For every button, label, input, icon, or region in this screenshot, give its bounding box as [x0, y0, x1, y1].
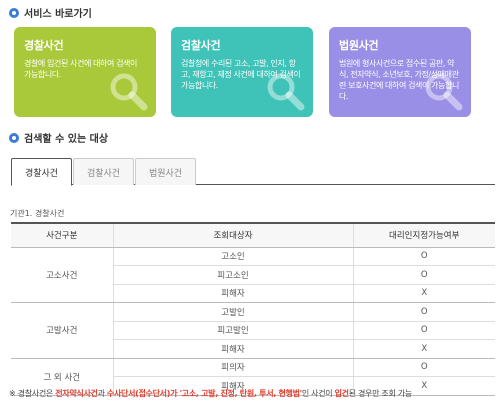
table-row: 고소사건 고소인 O: [11, 247, 495, 303]
target-cell: 피고소인: [112, 265, 353, 285]
tab-court[interactable]: 법원사건: [135, 158, 196, 185]
target-cell: 고소인: [112, 247, 353, 266]
card-description: 경찰에 입건된 사건에 대하여 검색이 가능합니다.: [24, 59, 137, 79]
note-mark: ※: [9, 389, 16, 398]
card-title: 경찰사건: [24, 39, 64, 52]
header-target: 조회대상자: [112, 222, 353, 248]
note-highlight: 입건: [334, 389, 349, 398]
proxy-cell: X: [352, 284, 495, 303]
note-highlight: 전자약식사건: [55, 389, 98, 398]
bullet-icon: [9, 7, 19, 18]
card-prosecution[interactable]: 검찰사건 검찰청에 수리된 고소, 고발, 인지, 항고, 재항고, 재정 사건…: [171, 27, 313, 117]
card-title: 검찰사건: [181, 39, 221, 52]
proxy-cell: O: [352, 358, 495, 377]
card-court[interactable]: 법원사건 법원에 형사사건으로 접수된 공판, 약식, 전자약식, 소년보호, …: [329, 27, 471, 117]
section-title-text: 서비스 바로가기: [24, 9, 92, 20]
table-row: 피해자 X: [11, 284, 495, 303]
card-police[interactable]: 경찰사건 경찰에 입건된 사건에 대하여 검색이 가능합니다.: [14, 27, 156, 117]
footnote: ※ 경찰사건은 전자약식사건과 수사단서(접수단서)가 '고소, 고발, 진정,…: [9, 388, 412, 399]
bullet-icon: [9, 132, 19, 143]
group-label: 고소사건: [11, 247, 113, 303]
magnifier-icon: [110, 73, 148, 111]
table-row: 피해자 X: [11, 339, 495, 359]
tab-police[interactable]: 경찰사건: [11, 158, 72, 186]
table-row: 고발사건 고발인 O: [11, 302, 495, 359]
card-title: 법원사건: [339, 39, 379, 52]
shortcut-cards: 경찰사건 경찰에 입건된 사건에 대하여 검색이 가능합니다. 검찰사건 검찰청…: [14, 27, 494, 119]
case-type-tabs: 경찰사건 검찰사건 법원사건: [11, 158, 495, 186]
table-row: 피고발인 O: [11, 321, 495, 340]
section-title-shortcuts: 서비스 바로가기: [9, 5, 92, 20]
note-text: 된 경우만 조회 가능: [348, 389, 413, 398]
magnifier-icon: [425, 73, 463, 111]
note-text: 인 사건이: [301, 389, 335, 398]
note-text: 과: [97, 389, 107, 398]
proxy-cell: O: [352, 302, 495, 322]
proxy-cell: O: [352, 321, 495, 340]
group-label: 고발사건: [11, 302, 113, 359]
target-cell: 피해자: [112, 376, 353, 396]
target-cell: 피해자: [112, 339, 353, 359]
table-caption: 기관1. 경찰사건: [10, 209, 65, 218]
magnifier-icon: [267, 73, 305, 111]
section-title-searchable: 검색할 수 있는 대상: [9, 130, 108, 145]
searchable-table: 사건구분 조회대상자 대리인지정가능여부 고소사건 고소인 O 피고소인 O 피…: [11, 222, 495, 396]
target-cell: 고발인: [112, 302, 353, 322]
group-label: 그 외 사건: [11, 358, 113, 396]
proxy-cell: O: [352, 247, 495, 266]
note-highlight: 수사단서(접수단서)가 '고소, 고발, 진정, 탄원, 투서, 현행범': [106, 389, 302, 398]
tab-prosecution[interactable]: 검찰사건: [73, 158, 134, 185]
target-cell: 피고발인: [112, 321, 353, 340]
table-row: 그 외 사건 피의자 O: [11, 358, 495, 396]
proxy-cell: O: [352, 265, 495, 285]
target-cell: 피의자: [112, 358, 353, 377]
proxy-cell: X: [352, 339, 495, 359]
proxy-cell: X: [352, 376, 495, 396]
table-row: 피해자 X: [11, 376, 495, 396]
card-description: 법원에 형사사건으로 접수된 공판, 약식, 전자약식, 소년보호, 가정/성매…: [339, 59, 459, 101]
target-cell: 피해자: [112, 284, 353, 303]
header-proxy: 대리인지정가능여부: [352, 222, 495, 248]
card-description: 검찰청에 수리된 고소, 고발, 인지, 항고, 재항고, 재정 사건에 대하여…: [181, 59, 301, 90]
note-text: 경찰사건은: [17, 389, 56, 398]
header-case-type: 사건구분: [11, 222, 113, 248]
table-row: 피고소인 O: [11, 265, 495, 285]
section-title-text: 검색할 수 있는 대상: [24, 134, 109, 145]
